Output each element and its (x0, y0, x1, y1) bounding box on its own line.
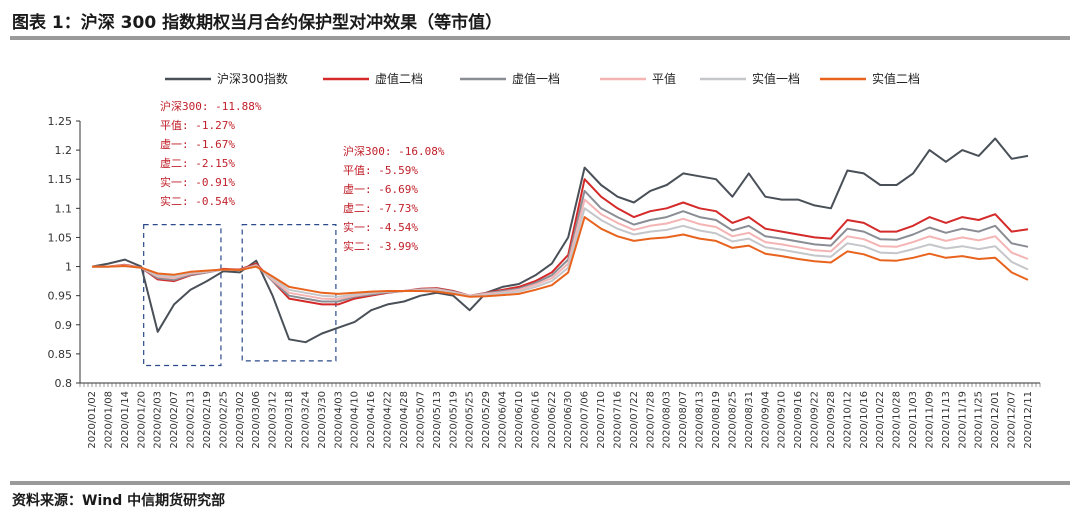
legend-label: 沪深300指数 (217, 71, 288, 86)
annotation-text: 实一: -4.54% (343, 220, 418, 234)
x-tick-label: 2020/03/18 (284, 391, 295, 449)
x-tick-label: 2020/11/03 (908, 391, 919, 449)
axes: 0.8 0.85 0.9 0.95 1 1.05 1.1 1.15 1.2 1.25 2020/01… (48, 115, 1041, 449)
x-tick-label: 2020/08/13 (695, 391, 706, 449)
x-tick-label: 2020/03/24 (300, 391, 311, 449)
x-tick-label: 2020/10/28 (892, 391, 903, 449)
series-line-实值二档 (92, 216, 1029, 298)
x-tick-label: 2020/09/16 (793, 391, 804, 449)
legend-label: 平值 (652, 71, 676, 86)
y-tick-label: 1.15 (48, 173, 73, 186)
x-tick-label: 2020/07/28 (645, 391, 656, 449)
annotations: 沪深300: -11.88% 平值: -1.27% 虚一: -1.67% 虚二: -2… (143, 99, 445, 367)
legend: 沪深300指数 虚值二档 虚值一档 平值 实值一档 实值二档 (165, 71, 920, 86)
x-tick-label: 2020/01/20 (136, 391, 147, 449)
series-line-实值一档 (92, 207, 1029, 298)
y-tick-label: 0.9 (55, 319, 73, 332)
x-tick-label: 2020/09/22 (810, 391, 821, 449)
x-tick-label: 2020/11/19 (957, 391, 968, 449)
x-tick-label: 2020/10/22 (875, 391, 886, 449)
x-tick-label: 2020/09/28 (826, 391, 837, 449)
annotation-text: 虚一: -1.67% (160, 138, 235, 151)
x-tick-label: 2020/02/25 (218, 391, 229, 449)
x-tick-label: 2020/02/19 (202, 391, 213, 449)
legend-label: 实值二档 (872, 71, 920, 86)
x-tick-label: 2020/08/07 (678, 391, 689, 449)
x-tick-label: 2020/12/01 (990, 391, 1001, 449)
annotation-text: 实二: -0.54% (160, 194, 235, 208)
x-tick-label: 2020/11/25 (974, 391, 985, 449)
x-tick-label: 2020/05/19 (448, 391, 459, 449)
x-tick-label: 2020/07/10 (596, 391, 607, 449)
annotation-text: 虚一: -6.69% (343, 183, 418, 196)
x-tick-label: 2020/06/30 (563, 391, 574, 449)
x-tick-label: 2020/05/13 (432, 391, 443, 449)
x-tick-label: 2020/06/16 (530, 391, 541, 449)
x-tick-label: 2020/11/09 (924, 391, 935, 449)
x-tick-label: 2020/04/28 (399, 391, 410, 449)
x-tick-label: 2020/10/12 (842, 391, 853, 449)
x-tick-label: 2020/08/19 (711, 391, 722, 449)
x-tick-label: 2020/05/25 (465, 391, 476, 449)
footer-rule (10, 481, 1070, 485)
x-tick-label: 2020/12/11 (1023, 391, 1034, 449)
x-tick-label: 2020/01/08 (103, 391, 114, 449)
annotation-text: 平值: -1.27% (160, 119, 235, 132)
annotation-text: 实二: -3.99% (343, 239, 418, 253)
chart-title: 图表 1：沪深 300 指数期权当月合约保护型对冲效果（等市值） (12, 13, 503, 33)
x-tick-label: 2020/04/22 (383, 391, 394, 449)
x-tick-label: 2020/08/03 (662, 391, 673, 449)
x-tick-label: 2020/02/03 (153, 391, 164, 449)
x-tick-label: 2020/07/16 (612, 391, 623, 449)
x-tick-label: 2020/06/22 (547, 391, 558, 449)
x-tick-label: 2020/01/14 (120, 391, 131, 449)
annotation-text: 平值: -5.59% (343, 164, 418, 177)
annotation-box (143, 224, 222, 367)
source-note: 资料来源：Wind 中信期货研究部 (12, 493, 226, 509)
annotation-text: 沪深300: -16.08% (343, 144, 445, 158)
x-tick-label: 2020/12/07 (1007, 391, 1018, 449)
x-tick-label: 2020/04/16 (366, 391, 377, 449)
x-tick-label: 2020/07/22 (629, 391, 640, 449)
x-tick-label: 2020/06/10 (514, 391, 525, 449)
x-tick-label: 2020/03/02 (235, 391, 246, 449)
y-tick-label: 0.85 (48, 348, 73, 361)
x-tick-label: 2020/10/16 (859, 391, 870, 449)
legend-label: 虚值二档 (375, 71, 423, 86)
annotation-text: 虚二: -7.73% (343, 202, 418, 215)
y-tick-label: 1.25 (48, 115, 73, 128)
y-tick-label: 1.2 (55, 144, 73, 157)
legend-label: 虚值一档 (512, 71, 560, 86)
x-tick-label: 2020/06/04 (498, 391, 509, 449)
x-tick-label: 2020/08/31 (744, 391, 755, 449)
y-tick-label: 0.95 (48, 290, 73, 303)
x-tick-label: 2020/01/02 (87, 391, 98, 449)
y-tick-label: 0.8 (55, 377, 73, 390)
x-tick-label: 2020/02/07 (169, 391, 180, 449)
annotation-text: 虚二: -2.15% (160, 157, 235, 170)
x-tick-label: 2020/05/29 (481, 391, 492, 449)
title-rule (10, 36, 1070, 40)
y-tick-label: 1.05 (48, 231, 73, 244)
x-tick-label: 2020/03/12 (268, 391, 279, 449)
annotation-box (241, 224, 337, 362)
plot-area (91, 137, 1029, 344)
y-tick-label: 1.1 (55, 202, 73, 215)
x-tick-label: 2020/08/25 (727, 391, 738, 449)
x-tick-label: 2020/04/03 (333, 391, 344, 449)
y-tick-label: 1 (65, 261, 72, 274)
x-tick-label: 2020/03/30 (317, 391, 328, 449)
x-tick-label: 2020/07/06 (580, 391, 591, 449)
x-tick-label: 2020/09/10 (777, 391, 788, 449)
x-tick-label: 2020/04/10 (350, 391, 361, 449)
x-tick-label: 2020/11/13 (941, 391, 952, 449)
x-tick-label: 2020/02/13 (186, 391, 197, 449)
annotation-text: 沪深300: -11.88% (160, 99, 262, 113)
x-tick-label: 2020/03/06 (251, 391, 262, 449)
legend-label: 实值一档 (752, 71, 800, 86)
x-tick-label: 2020/05/07 (415, 391, 426, 449)
x-tick-label: 2020/09/04 (760, 391, 771, 449)
annotation-text: 实一: -0.91% (160, 175, 235, 189)
